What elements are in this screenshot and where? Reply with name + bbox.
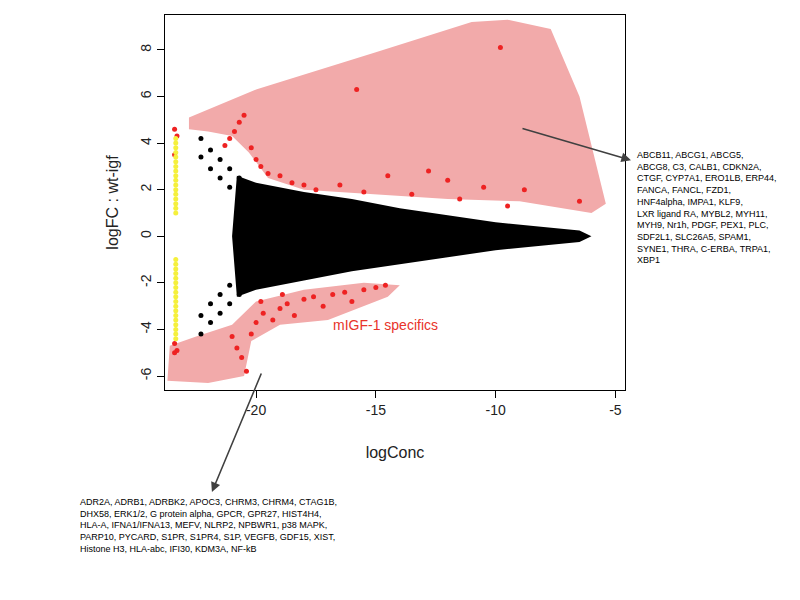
svg-text:-2: -2 bbox=[138, 274, 154, 287]
svg-text:logFC : wt-igf: logFC : wt-igf bbox=[104, 155, 121, 250]
svg-text:mIGF-1 specifics: mIGF-1 specifics bbox=[333, 317, 438, 333]
svg-text:0: 0 bbox=[138, 230, 154, 238]
svg-text:-5: -5 bbox=[609, 402, 622, 418]
svg-text:2: 2 bbox=[138, 183, 154, 191]
svg-text:ADR2A, ADRB1, ADRBK2, APOC3, C: ADR2A, ADRB1, ADRBK2, APOC3, CHRM3, CHRM… bbox=[80, 497, 337, 554]
svg-text:ABCB11, ABCG1, ABCG5,ABCG8, C3: ABCB11, ABCG1, ABCG5,ABCG8, C3, CALB1, C… bbox=[637, 150, 777, 265]
svg-text:-15: -15 bbox=[366, 402, 386, 418]
svg-text:-4: -4 bbox=[138, 321, 154, 334]
svg-text:-6: -6 bbox=[138, 367, 154, 380]
svg-text:-20: -20 bbox=[246, 402, 266, 418]
svg-text:-10: -10 bbox=[486, 402, 506, 418]
svg-text:8: 8 bbox=[138, 44, 154, 52]
svg-text:logConc: logConc bbox=[366, 444, 425, 461]
svg-text:4: 4 bbox=[138, 137, 154, 145]
svg-text:6: 6 bbox=[138, 90, 154, 98]
